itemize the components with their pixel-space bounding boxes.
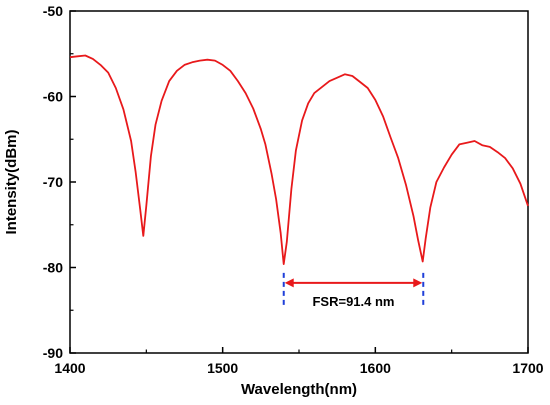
x-tick-label: 1600 <box>360 360 391 376</box>
plot-frame <box>69 10 529 354</box>
y-tick-label: -50 <box>43 3 63 19</box>
series-line <box>69 54 529 266</box>
annotation-group: FSR=91.4 nm <box>282 272 425 309</box>
span-arrowhead-left <box>284 278 294 288</box>
span-arrowhead-right <box>413 278 423 288</box>
fsr-label: FSR=91.4 nm <box>312 294 394 309</box>
y-tick-label: -80 <box>43 260 63 276</box>
y-tick-label: -60 <box>43 89 63 105</box>
y-tick-label: -70 <box>43 174 63 190</box>
x-tick-label: 1500 <box>207 360 238 376</box>
axis-ticks: 1400 1500 1600 1700 -50 -60 -70 -80 -90 <box>43 3 544 376</box>
x-tick-label: 1700 <box>512 360 543 376</box>
series-group <box>69 54 529 266</box>
y-axis-label: Intensity(dBm) <box>3 129 20 234</box>
x-axis-label: Wavelength(nm) <box>241 381 357 398</box>
x-tick-label: 1400 <box>54 360 85 376</box>
y-tick-label: -90 <box>43 345 63 361</box>
